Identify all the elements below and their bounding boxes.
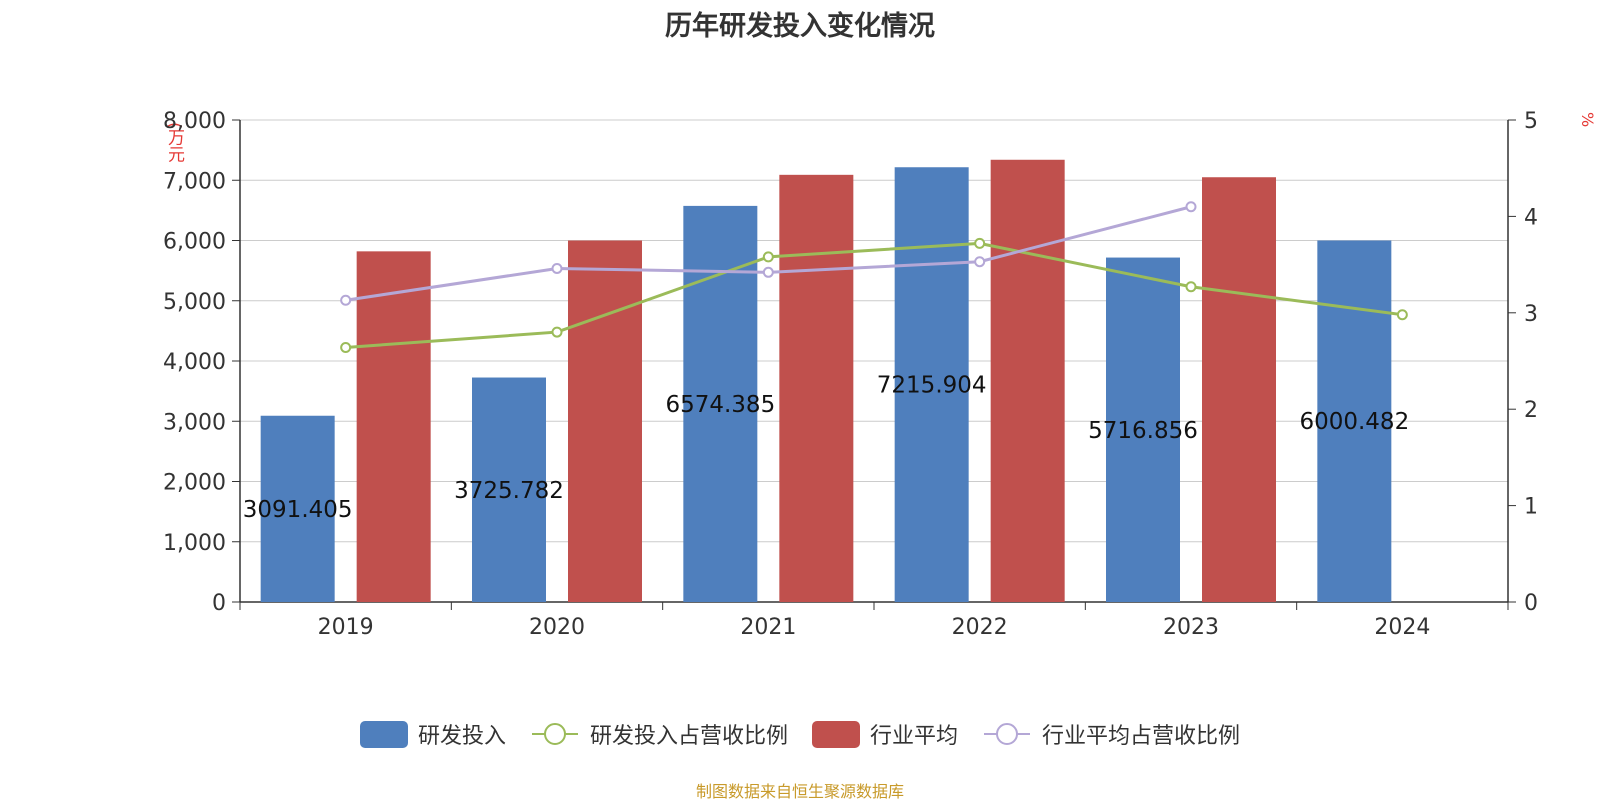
y-right-tick-label: 0 <box>1524 591 1538 616</box>
line-rd-ratio-point <box>1185 281 1197 293</box>
bar-industry-avg <box>779 174 854 602</box>
y-left-tick-label: 8,000 <box>163 109 226 134</box>
line-industry-ratio-point <box>340 294 352 306</box>
y-right-tick-label: 3 <box>1524 302 1538 327</box>
line-rd-ratio-point <box>974 237 986 249</box>
legend-item-industry-ratio[interactable]: 行业平均占营收比例 <box>982 718 1240 750</box>
bar-data-label: 7215.904 <box>877 373 987 399</box>
bar-industry-avg <box>1202 177 1276 603</box>
bar-rd-investment <box>1106 257 1180 602</box>
bar-rd-investment <box>260 415 335 602</box>
line-industry-ratio-point <box>974 256 986 268</box>
legend-swatch-rd-investment <box>359 720 408 748</box>
source-note: 制图数据来自恒生聚源数据库 <box>695 782 904 801</box>
legend-label: 行业平均占营收比例 <box>1042 724 1241 749</box>
line-rd-ratio-point <box>1396 309 1408 321</box>
line-industry-ratio-point <box>551 262 563 274</box>
y-left-tick-label: 6,000 <box>163 230 226 255</box>
y-right-tick-label: 1 <box>1524 495 1538 520</box>
bar-industry-avg <box>356 251 431 602</box>
bar-data-label: 6574.385 <box>665 392 775 418</box>
y-right-tick-label: 4 <box>1524 205 1538 230</box>
x-tick-label: 2024 <box>1374 615 1430 640</box>
y-left-tick-label: 4,000 <box>163 350 226 375</box>
y-right-tick-label: 2 <box>1524 398 1538 423</box>
chart-area: 0 1,000 2,000 3,000 4,000 5,000 6,000 7,000 8,00… <box>163 109 1538 640</box>
y-left-tick-label: 1,000 <box>163 531 226 556</box>
legend-line-marker-icon <box>984 723 1031 745</box>
x-tick-label: 2021 <box>740 615 796 640</box>
y-left-tick-label: 2,000 <box>163 471 226 496</box>
legend: 研发投入 研发投入占营收比例 行业平均 行业平均占营收比例 <box>0 718 1600 750</box>
y-left-tick-label: 0 <box>212 591 226 616</box>
line-rd-ratio-point <box>551 326 563 338</box>
bar-rd-investment <box>1317 240 1392 603</box>
x-tick-label: 2019 <box>318 615 374 640</box>
bar-data-label: 5716.856 <box>1088 418 1198 444</box>
x-tick-label: 2022 <box>952 615 1008 640</box>
bar-data-label: 3725.782 <box>454 478 564 504</box>
legend-label: 研发投入 <box>417 724 506 749</box>
line-industry-ratio-point <box>1185 201 1197 213</box>
bar-rd-investment <box>472 377 546 602</box>
bar-data-label: 3091.405 <box>243 497 353 523</box>
y-left-tick-label: 7,000 <box>163 169 226 194</box>
bar-industry-avg <box>990 159 1065 602</box>
legend-item-rd-investment[interactable]: 研发投入 <box>359 718 506 750</box>
legend-swatch-industry-avg <box>812 720 860 748</box>
x-tick-label: 2020 <box>529 615 585 640</box>
legend-line-marker-icon <box>531 723 578 745</box>
y-right-tick-label: 5 <box>1524 109 1538 134</box>
line-rd-ratio-point <box>340 342 352 354</box>
legend-item-industry-avg[interactable]: 行业平均 <box>812 718 958 750</box>
line-industry-ratio-point <box>762 266 774 278</box>
left-axis-unit: (万元 <box>164 122 184 163</box>
y-left-tick-label: 5,000 <box>163 290 226 315</box>
legend-item-rd-ratio[interactable]: 研发投入占营收比例 <box>530 718 788 750</box>
bar-rd-investment <box>894 167 969 602</box>
chart-title: 历年研发投入变化情况 <box>665 11 935 42</box>
x-tick-label: 2023 <box>1163 615 1219 640</box>
line-rd-ratio <box>345 241 1403 350</box>
legend-label: 行业平均 <box>870 724 959 749</box>
right-axis-unit: % <box>1578 112 1597 128</box>
bar-industry-avg <box>568 240 642 602</box>
bar-data-label: 6000.482 <box>1299 409 1409 435</box>
legend-label: 研发投入占营收比例 <box>589 724 788 749</box>
y-left-tick-label: 3,000 <box>163 410 226 435</box>
line-rd-ratio-point <box>762 251 774 263</box>
